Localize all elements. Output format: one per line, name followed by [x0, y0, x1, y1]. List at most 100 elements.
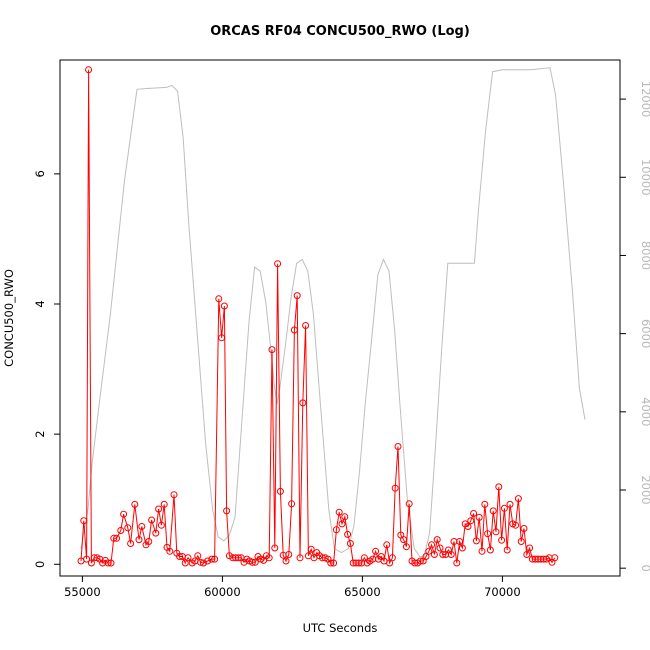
data-point: [131, 500, 139, 508]
data-point: [107, 559, 115, 567]
y-tick-label: 4: [33, 300, 47, 307]
data-point: [386, 559, 394, 567]
y2-tick-label: 12000: [639, 81, 650, 118]
data-point: [299, 399, 307, 407]
data-point: [383, 541, 391, 549]
data-point: [148, 516, 156, 524]
data-point: [402, 543, 410, 551]
data-point: [486, 546, 494, 554]
y2-tick-label: 10000: [639, 159, 650, 196]
data-point: [85, 66, 93, 74]
data-point: [517, 538, 525, 545]
data-point: [234, 554, 242, 562]
x-tick-label: 70000: [484, 585, 521, 599]
data-point: [211, 555, 219, 563]
data-point: [360, 554, 368, 562]
data-point: [495, 483, 503, 491]
y2-tick-label: 0: [639, 565, 650, 572]
data-point: [372, 547, 380, 555]
y2-tick-label: 6000: [639, 319, 650, 348]
y2-tick-label: 2000: [639, 475, 650, 504]
data-point: [526, 544, 534, 552]
axes: 55000 60000 65000 70000 0 2 4 6 0 2000 4000 6000 800…: [33, 81, 650, 599]
data-point: [145, 538, 153, 545]
data-point: [274, 260, 282, 268]
data-point: [204, 557, 212, 565]
data-point: [416, 557, 424, 565]
data-point: [199, 559, 207, 567]
data-point: [307, 545, 315, 553]
data-point: [152, 529, 160, 537]
x-axis-label: UTC Seconds: [303, 621, 378, 635]
data-point: [117, 527, 125, 534]
data-point: [288, 500, 296, 508]
data-point: [388, 554, 396, 562]
data-point: [127, 540, 135, 547]
data-point: [551, 554, 559, 562]
data-point: [215, 295, 223, 303]
data-point: [290, 326, 298, 334]
data-point: [208, 555, 216, 563]
data-point: [400, 536, 408, 544]
chart-title: ORCAS RF04 CONCU500_RWO (Log): [210, 24, 470, 39]
concentration-series: [77, 66, 559, 567]
data-point: [498, 536, 506, 544]
data-point: [520, 525, 528, 532]
data-point: [514, 495, 522, 503]
data-point: [104, 559, 112, 567]
y-tick-label: 6: [33, 170, 47, 177]
data-point: [225, 552, 233, 560]
data-point: [302, 322, 310, 329]
data-point: [293, 292, 301, 300]
data-point: [470, 510, 478, 517]
data-point: [166, 547, 174, 555]
data-point: [113, 534, 121, 542]
x-tick-label: 55000: [64, 585, 101, 599]
data-point: [475, 513, 483, 521]
data-point: [271, 544, 279, 552]
data-point: [428, 541, 436, 549]
data-point: [330, 559, 338, 567]
y2-tick-label: 8000: [639, 241, 650, 270]
data-point: [338, 520, 346, 528]
data-point: [170, 491, 178, 499]
data-point: [447, 551, 455, 558]
data-point: [422, 553, 430, 560]
data-point: [344, 530, 352, 538]
data-point: [194, 552, 202, 560]
data-point: [327, 559, 335, 567]
data-point: [436, 544, 444, 552]
data-point: [489, 507, 497, 515]
data-point: [251, 558, 259, 566]
data-point: [456, 538, 464, 545]
x-tick-label: 65000: [344, 585, 381, 599]
y2-tick-label: 4000: [639, 397, 650, 426]
data-point: [472, 537, 480, 545]
data-point: [335, 508, 343, 516]
altitude-series: [80, 67, 586, 557]
data-point: [481, 500, 489, 508]
data-point: [83, 555, 91, 563]
data-point: [80, 517, 88, 525]
data-point: [276, 487, 284, 495]
data-point: [265, 554, 273, 562]
data-point: [453, 559, 461, 567]
concentration-line: [80, 69, 556, 565]
data-point: [394, 443, 402, 450]
data-point: [218, 334, 226, 342]
data-point: [464, 523, 472, 530]
x-tick-label: 60000: [204, 585, 241, 599]
data-point: [458, 544, 466, 552]
data-point: [523, 551, 531, 558]
data-point: [87, 559, 95, 567]
data-point: [512, 521, 520, 529]
data-point: [285, 551, 293, 558]
data-point: [478, 547, 486, 555]
altitude-line: [80, 67, 586, 557]
data-point: [430, 551, 438, 558]
data-point: [341, 513, 349, 521]
data-point: [184, 554, 192, 562]
data-point: [197, 558, 205, 566]
data-point: [405, 500, 413, 508]
y-tick-label: 0: [33, 561, 47, 568]
